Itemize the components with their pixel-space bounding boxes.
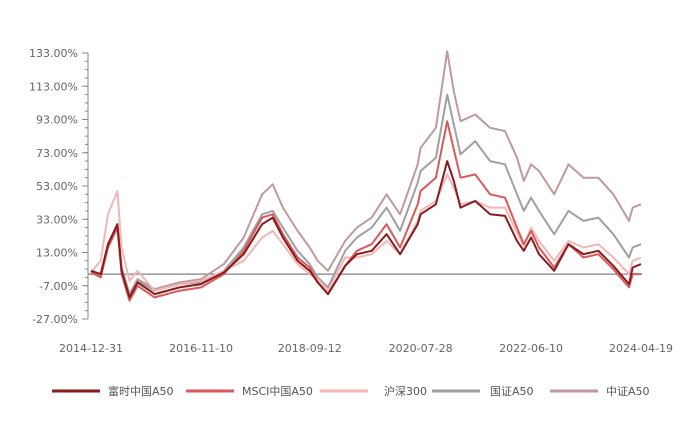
x-tick-label: 2014-12-31 [59,342,123,355]
series-line-1 [90,120,641,302]
legend: 富时中国A50 MSCI中国A50 沪深300 国证A50 中证A50 [52,384,650,398]
x-tick-label: 2020-07-28 [389,342,453,355]
y-tick-label: 33.00% [36,213,78,226]
y-tick-label: -7.00% [39,280,78,293]
x-axis: 2014-12-31 2016-11-10 2018-09-12 2020-07-28… [59,273,673,355]
legend-label: 中证A50 [606,385,650,398]
legend-label: 富时中国A50 [108,384,174,398]
series-line-4 [90,50,642,296]
legend-label: 国证A50 [490,385,534,398]
legend-label: MSCI中国A50 [242,385,313,398]
series-line-2 [90,173,642,292]
series-line-0 [90,160,642,299]
x-tick-label: 2024-04-19 [609,342,673,355]
y-tick-label: -27.00% [32,313,78,326]
y-tick-label: 13.00% [36,247,78,260]
series-layer [90,50,642,302]
y-tick-label: 133.00% [29,47,78,60]
y-tick-label: 73.00% [36,147,78,160]
y-axis: 133.00% 113.00% 93.00% 73.00% 53.00% 33.00% 13… [29,47,89,326]
x-tick-label: 2018-09-12 [278,342,342,355]
y-tick-label: 93.00% [36,114,78,127]
legend-label: 沪深300 [384,384,427,398]
x-tick-label: 2022-06-10 [499,342,563,355]
y-tick-label: 113.00% [29,80,78,93]
y-tick-label: 53.00% [36,180,78,193]
x-tick-label: 2016-11-10 [169,342,233,355]
